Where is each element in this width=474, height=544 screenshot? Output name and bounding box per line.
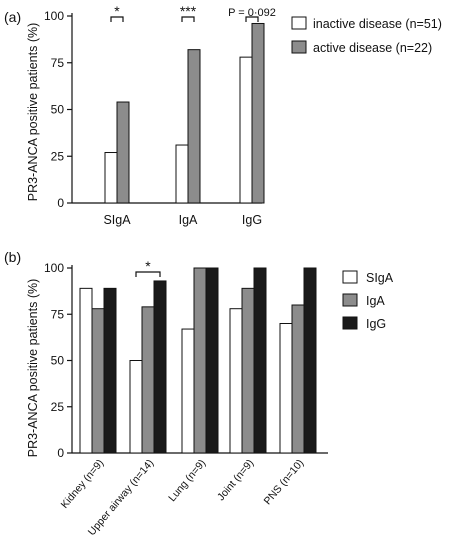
panel-b-bar: [129, 360, 143, 454]
panel-b-bar: [229, 308, 243, 454]
panel-b-legend-swatch: [342, 316, 358, 330]
panel-b-bar: [181, 328, 195, 454]
panel-a-y-tick-label: 75: [51, 56, 65, 70]
panel-a-bar: [116, 101, 130, 204]
panel-a-label: (a): [4, 9, 21, 25]
panel-b-bar: [279, 323, 293, 454]
panel-b-y-tick-label: 50: [51, 354, 65, 368]
panel-b-y-tick-label: 0: [57, 446, 64, 460]
panel-a-significance-label: ***: [180, 3, 197, 19]
panel-b-bar: [303, 267, 317, 454]
panel-a-significance-bracket: [181, 16, 195, 22]
panel-a-significance-bracket: [245, 16, 259, 22]
panel-a-significance-label: *: [114, 3, 120, 19]
panel-b-x-tick-label: Lung (n=9): [166, 457, 208, 504]
panel-a-legend-label: inactive disease (n=51): [313, 17, 442, 31]
panel-a-bar: [175, 144, 189, 204]
panel-a-y-tick-label: 100: [44, 9, 64, 23]
panel-b-x-tick-label: Kidney (n=9): [59, 457, 107, 511]
panel-a-significance-label: P = 0·092: [228, 7, 276, 19]
panel-a-y-tick-label: 50: [51, 103, 65, 117]
panel-a-legend-swatch: [291, 40, 307, 54]
panel-b-bar: [103, 287, 117, 454]
panel-b-bar: [79, 287, 93, 454]
panel-b-bar: [153, 280, 167, 454]
panel-b-y-tick-label: 75: [51, 307, 65, 321]
panel-a-ylabel: PR3-ANCA positive patients (%): [26, 23, 40, 202]
panel-b-ylabel: PR3-ANCA positive patients (%): [26, 279, 40, 458]
panel-b-legend-label: IgA: [366, 294, 385, 308]
panel-a-x-tick-label: SIgA: [103, 213, 131, 227]
panel-b-x-tick-label: PNS (n=10): [262, 457, 307, 507]
panel-a-bar: [251, 22, 265, 204]
panel-b-bar: [193, 267, 207, 454]
panel-b-legend-swatch: [342, 270, 358, 284]
panel-b-significance-bracket: [135, 271, 161, 277]
panel-b-bar: [241, 287, 255, 454]
panel-b-legend-swatch: [342, 293, 358, 307]
panel-b-x-tick-label: Joint (n=9): [215, 457, 256, 503]
panel-b-label: (b): [4, 249, 21, 265]
panel-a-bar: [187, 49, 201, 204]
panel-b-y-tick-label: 25: [51, 400, 65, 414]
panel-b-bar: [253, 267, 267, 454]
panel-b-y-tick-label: 100: [44, 261, 64, 275]
panel-a-legend-label: active disease (n=22): [313, 41, 432, 55]
panel-a-x-tick-label: IgA: [179, 213, 198, 227]
panel-a-y-tick-label: 0: [57, 196, 64, 210]
panel-a-significance-bracket: [110, 16, 124, 22]
panel-a-x-tick-label: IgG: [242, 213, 262, 227]
panel-b-significance-label: *: [145, 258, 151, 274]
panel-b-bar: [291, 304, 305, 454]
panel-b-bar: [205, 267, 219, 454]
panel-b-bar: [91, 308, 105, 454]
panel-a-bar: [104, 152, 118, 204]
panel-b-legend-label: IgG: [366, 317, 386, 331]
panel-a-bar: [239, 56, 253, 204]
panel-b-legend-label: SIgA: [366, 271, 394, 285]
panel-a-y-tick-label: 25: [51, 149, 65, 163]
panel-a-legend-swatch: [291, 16, 307, 30]
panel-b-bar: [141, 306, 155, 454]
